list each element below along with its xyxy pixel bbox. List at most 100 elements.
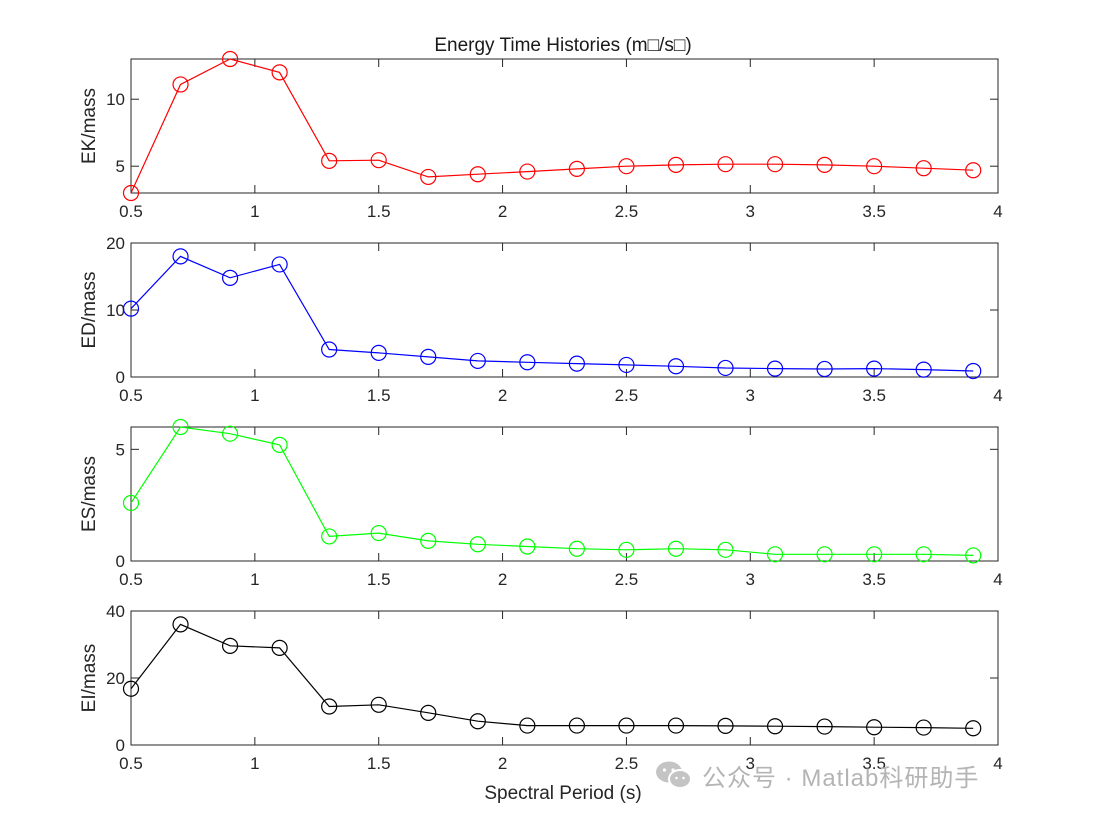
y-tick-label: 0 <box>116 368 125 387</box>
data-point <box>420 348 437 365</box>
x-tick-label: 3 <box>746 570 755 589</box>
data-point <box>766 718 784 735</box>
x-tick-label: 1 <box>250 754 259 773</box>
x-tick-label: 2 <box>498 754 507 773</box>
data-point <box>667 717 685 734</box>
x-tick-label: 2.5 <box>615 570 639 589</box>
x-tick-label: 3 <box>746 386 755 405</box>
data-point <box>915 361 932 378</box>
data-point <box>221 50 239 68</box>
data-point <box>370 696 387 713</box>
data-point <box>965 162 982 179</box>
data-point <box>221 269 239 286</box>
data-point <box>519 538 536 555</box>
y-tick-label: 20 <box>106 234 125 253</box>
data-point <box>122 494 140 512</box>
y-tick-label: 20 <box>106 669 125 688</box>
data-point <box>172 76 189 93</box>
y-axis-label-2: ED/mass <box>79 271 100 348</box>
data-point <box>519 163 536 180</box>
y-tick-label: 5 <box>116 157 125 176</box>
x-tick-label: 3.5 <box>862 202 886 221</box>
data-point <box>271 256 288 273</box>
data-point <box>271 639 288 656</box>
series-line-1 <box>130 58 974 194</box>
panel-3: 0.5 1 1.5 2 2.5 3 3.5 4 0 5 ES/mass <box>79 418 1003 589</box>
x-tick-label: 4 <box>993 386 1002 405</box>
data-point <box>866 546 883 563</box>
x-tick-label: 3.5 <box>862 386 886 405</box>
data-point <box>568 717 585 734</box>
x-tick-label: 2 <box>498 570 507 589</box>
series-line-3 <box>130 426 974 556</box>
data-point <box>915 546 932 563</box>
figure-title: Energy Time Histories (m□/s□) <box>434 35 691 56</box>
data-point <box>172 418 189 436</box>
data-point <box>321 528 338 545</box>
x-tick-label: 3 <box>746 202 755 221</box>
data-point <box>271 64 288 81</box>
data-point <box>915 160 932 177</box>
panel-1: 0.5 1 1.5 2 2.5 3 3.5 4 5 10 EK/mass <box>79 50 1003 221</box>
data-point <box>816 546 833 563</box>
data-point <box>816 360 833 378</box>
data-point <box>321 698 338 715</box>
x-tick-label: 2.5 <box>615 386 639 405</box>
data-point <box>816 718 833 735</box>
x-tick-label: 1.5 <box>367 754 391 773</box>
x-tick-label: 1.5 <box>367 202 391 221</box>
x-tick-label: 2 <box>498 202 507 221</box>
data-point <box>221 637 239 654</box>
data-point <box>667 156 685 173</box>
data-point <box>618 158 635 175</box>
data-point <box>469 536 486 553</box>
data-point <box>766 360 784 377</box>
data-point <box>618 356 635 374</box>
data-point <box>221 425 239 442</box>
x-tick-label: 3.5 <box>862 570 886 589</box>
data-point <box>172 616 189 633</box>
data-point <box>519 717 536 734</box>
x-tick-label: 0.5 <box>119 386 143 405</box>
data-point <box>122 680 140 697</box>
data-point <box>321 341 338 358</box>
data-point <box>568 160 585 177</box>
plot-area-2 <box>130 242 999 378</box>
x-tick-label: 0.5 <box>119 754 143 773</box>
data-point <box>965 547 982 564</box>
x-tick-label: 3 <box>746 754 755 773</box>
watermark: 公众号 · Matlab科研助手 <box>654 757 979 793</box>
data-point <box>717 717 734 735</box>
data-point <box>469 166 486 183</box>
data-point <box>866 719 883 736</box>
data-point <box>866 360 883 377</box>
data-point <box>122 300 140 317</box>
data-point <box>766 546 784 563</box>
series-line-2 <box>130 255 974 372</box>
x-tick-label: 0.5 <box>119 202 143 221</box>
x-tick-label: 4 <box>993 570 1002 589</box>
y-axis-label-3: ES/mass <box>79 456 100 532</box>
data-point <box>965 720 982 737</box>
data-point <box>816 156 833 173</box>
data-point <box>420 168 437 186</box>
y-axis-label-1: EK/mass <box>79 88 100 164</box>
data-point <box>469 352 486 370</box>
watermark-text: 公众号 · Matlab科研助手 <box>702 764 980 792</box>
data-point <box>519 354 536 371</box>
data-point <box>915 719 932 736</box>
data-point <box>667 540 685 557</box>
plot-area-3 <box>130 426 999 562</box>
data-point <box>965 362 982 380</box>
data-point <box>568 540 585 557</box>
series-line-4 <box>130 623 974 729</box>
x-tick-label: 4 <box>993 202 1002 221</box>
data-point <box>469 713 486 730</box>
data-point <box>321 152 338 169</box>
data-point <box>370 344 387 361</box>
y-tick-label: 5 <box>116 440 125 459</box>
data-point <box>370 524 387 542</box>
x-tick-label: 4 <box>993 754 1002 773</box>
x-tick-label: 1 <box>250 570 259 589</box>
